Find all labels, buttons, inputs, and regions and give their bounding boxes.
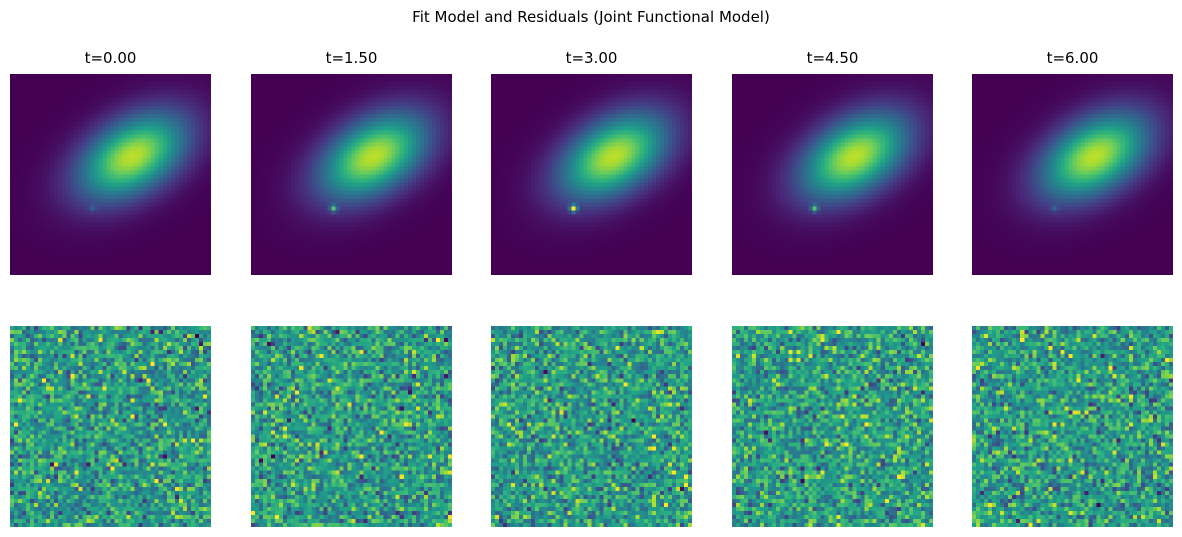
model-image-4 <box>972 74 1173 275</box>
figure-title: Fit Model and Residuals (Joint Functiona… <box>412 8 770 26</box>
model-image-3 <box>732 74 933 275</box>
model-image-1 <box>251 74 452 275</box>
panel-title-1: t=1.50 <box>325 49 378 67</box>
model-image-0 <box>10 74 211 275</box>
panel-title-2: t=3.00 <box>565 49 618 67</box>
residual-image-2 <box>491 326 692 527</box>
residual-image-4 <box>972 326 1173 527</box>
panel-title-4: t=6.00 <box>1046 49 1099 67</box>
residual-image-3 <box>732 326 933 527</box>
residual-image-1 <box>251 326 452 527</box>
panel-title-3: t=4.50 <box>806 49 859 67</box>
residual-image-0 <box>10 326 211 527</box>
panel-title-0: t=0.00 <box>84 49 137 67</box>
model-image-2 <box>491 74 692 275</box>
